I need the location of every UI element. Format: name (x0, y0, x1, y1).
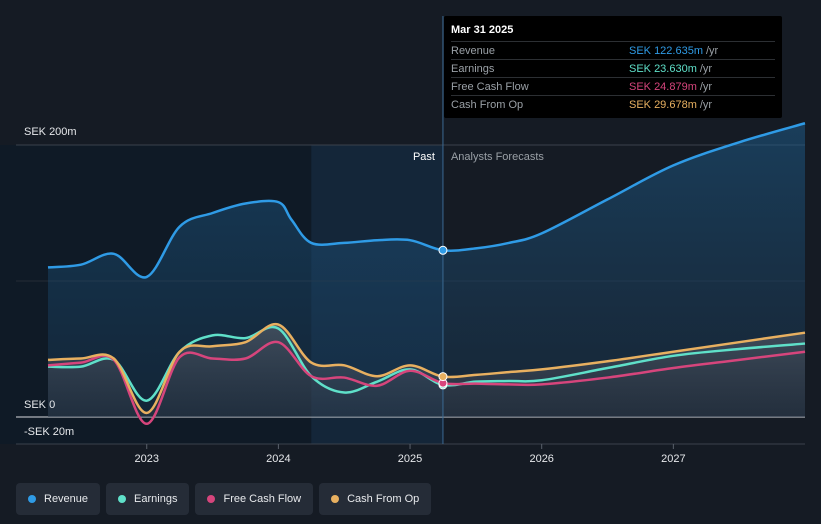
data-tooltip: Mar 31 2025 Revenue SEK 122.635m /yr Ear… (444, 16, 782, 118)
legend-label: Earnings (134, 493, 178, 505)
series-lines (47, 122, 806, 426)
cash-from-op-line (47, 322, 806, 415)
revenue-dot-icon (28, 495, 36, 503)
free-cash-flow-line (47, 340, 806, 426)
tooltip-value: SEK 29.678m (629, 98, 697, 111)
cash-from-op-marker (438, 372, 448, 382)
past-label: Past (413, 151, 435, 163)
earnings-line (47, 325, 806, 402)
legend-item-earnings[interactable]: Earnings (106, 483, 190, 515)
earnings-dot-icon (118, 495, 127, 503)
tooltip-unit: /yr (706, 44, 719, 57)
tooltip-row-cfo: Cash From Op SEK 29.678m /yr (451, 95, 775, 113)
legend-label: Cash From Op (347, 493, 420, 505)
tooltip-value: SEK 122.635m (629, 44, 703, 57)
tooltip-label: Earnings (451, 62, 495, 75)
tooltip-value: SEK 23.630m (629, 62, 697, 75)
series-markers (438, 245, 448, 390)
revenue-line (47, 122, 806, 279)
x-tick-label: 2027 (661, 453, 685, 465)
financial-chart: Past Analysts Forecasts 2023 2024 2025 2026… (16, 16, 806, 465)
y-label-neg: -SEK 20m (24, 426, 75, 438)
x-tick-label: 2024 (266, 453, 290, 465)
tooltip-value: SEK 24.879m (629, 80, 697, 93)
tooltip-unit: /yr (699, 98, 713, 111)
x-tick-label: 2025 (398, 453, 422, 465)
forecast-label: Analysts Forecasts (451, 151, 544, 163)
tooltip-unit: /yr (699, 80, 713, 93)
x-tick-label: 2026 (529, 453, 553, 465)
tooltip-label: Free Cash Flow (451, 80, 529, 93)
tooltip-label: Cash From Op (451, 98, 524, 111)
free-cash-flow-dot-icon (207, 495, 216, 503)
tooltip-row-revenue: Revenue SEK 122.635m /yr (451, 41, 775, 59)
legend-item-free-cash-flow[interactable]: Free Cash Flow (195, 483, 314, 515)
tooltip-label: Revenue (451, 44, 496, 57)
legend-label: Free Cash Flow (223, 493, 302, 505)
tooltip-row-fcf: Free Cash Flow SEK 24.879m /yr (451, 77, 775, 95)
legend-item-cash-from-op[interactable]: Cash From Op (319, 483, 432, 515)
x-axis-ticks: 2023 2024 2025 2026 2027 (134, 444, 686, 465)
tooltip-date: Mar 31 2025 (451, 24, 514, 36)
legend-label: Revenue (44, 493, 89, 505)
legend-item-revenue[interactable]: Revenue (16, 483, 101, 515)
tooltip-row-earnings: Earnings SEK 23.630m /yr (451, 59, 775, 77)
legend: Revenue Earnings Free Cash Flow Cash Fro… (16, 483, 432, 515)
y-label-top: SEK 200m (24, 126, 77, 138)
cash-from-op-dot-icon (331, 495, 340, 503)
revenue-marker (438, 245, 448, 255)
tooltip-unit: /yr (699, 62, 713, 75)
x-tick-label: 2023 (134, 453, 158, 465)
y-label-zero: SEK 0 (24, 399, 56, 411)
